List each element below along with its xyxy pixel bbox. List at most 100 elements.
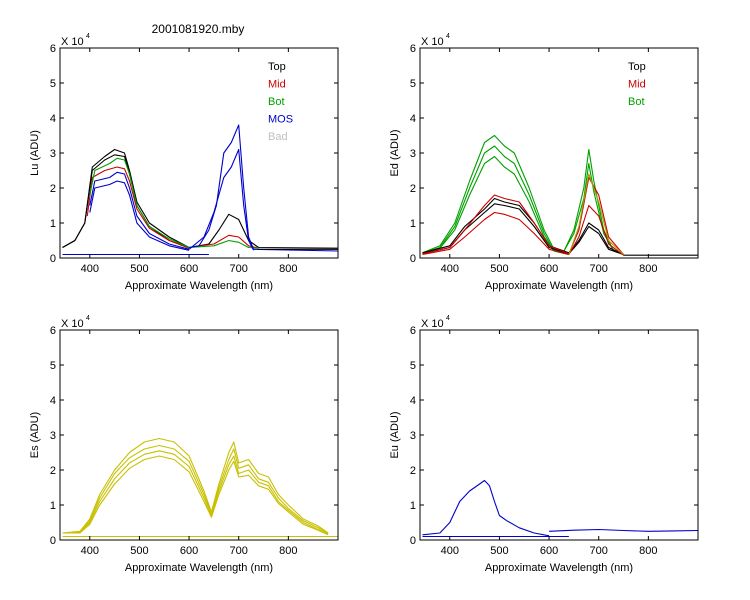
ed-legend-entry: Top bbox=[628, 61, 646, 73]
eu-xtick-label: 700 bbox=[590, 545, 608, 557]
ed-series-line bbox=[422, 155, 570, 256]
ed-xtick-label: 600 bbox=[540, 263, 558, 275]
ed-ylabel: Ed (ADU) bbox=[389, 129, 401, 176]
lu-series-line bbox=[62, 154, 190, 249]
eu-ytick-label: 4 bbox=[410, 395, 416, 407]
lu-ytick-label: 0 bbox=[50, 253, 56, 265]
lu-panel: 0 1 2 3 4 5 6 400 500 600 700 800 Approximate Wavele… bbox=[29, 33, 339, 292]
lu-multiplier: X 10 bbox=[61, 36, 84, 48]
lu-legend-entry: Top bbox=[268, 61, 286, 73]
es-xlabel: Approximate Wavelength (nm) bbox=[125, 562, 273, 574]
ed-ytick-label: 2 bbox=[410, 183, 416, 195]
eu-series-line bbox=[549, 528, 699, 532]
es-ytick-label: 4 bbox=[50, 395, 56, 407]
ed-ytick-label: 5 bbox=[410, 78, 416, 90]
lu-ylabel: Lu (ADU) bbox=[29, 130, 41, 176]
ed-xtick-label: 400 bbox=[441, 263, 459, 275]
ed-multiplier: X 10 bbox=[421, 36, 444, 48]
ed-series-line bbox=[563, 162, 615, 252]
lu-legend-entry: Bad bbox=[268, 131, 288, 143]
ed-ytick-label: 6 bbox=[410, 43, 416, 55]
lu-xtick-label: 800 bbox=[279, 263, 297, 275]
eu-series-line bbox=[422, 479, 550, 537]
lu-xtick-label: 700 bbox=[230, 263, 248, 275]
ed-legend-entry: Mid bbox=[628, 79, 646, 91]
lu-series-line bbox=[89, 180, 190, 251]
lu-multiplier-exponent: 4 bbox=[86, 33, 90, 40]
lu-series-line bbox=[89, 171, 190, 250]
es-ytick-label: 0 bbox=[50, 535, 56, 547]
ed-xlabel: Approximate Wavelength (nm) bbox=[485, 280, 633, 292]
ed-series-line bbox=[422, 204, 624, 256]
eu-xtick-label: 800 bbox=[639, 545, 657, 557]
ed-ytick-label: 0 bbox=[410, 253, 416, 265]
es-xtick-label: 500 bbox=[130, 545, 148, 557]
eu-ytick-label: 6 bbox=[410, 325, 416, 337]
eu-xtick-label: 600 bbox=[540, 545, 558, 557]
ed-panel: 0 1 2 3 4 5 6 400 500 600 700 800 Approximate Wavele… bbox=[389, 33, 699, 292]
ed-axes-frame bbox=[419, 47, 699, 259]
eu-axes-frame bbox=[419, 329, 699, 541]
lu-ytick-label: 1 bbox=[50, 218, 56, 230]
es-ytick-label: 2 bbox=[50, 465, 56, 477]
lu-ytick-label: 2 bbox=[50, 183, 56, 195]
es-series-line bbox=[62, 444, 329, 534]
lu-series-line bbox=[189, 213, 339, 249]
es-ytick-label: 6 bbox=[50, 325, 56, 337]
lu-legend-entry: Bot bbox=[268, 96, 285, 108]
eu-multiplier-exponent: 4 bbox=[446, 315, 450, 322]
eu-ytick-label: 1 bbox=[410, 500, 416, 512]
lu-series-line bbox=[89, 157, 190, 249]
lu-series-line bbox=[189, 124, 339, 252]
ed-ytick-label: 3 bbox=[410, 148, 416, 160]
ed-series-line bbox=[422, 176, 624, 255]
es-series-line bbox=[62, 437, 329, 534]
lu-series-line bbox=[188, 148, 255, 251]
ed-multiplier-exponent: 4 bbox=[446, 33, 450, 40]
ed-xtick-label: 700 bbox=[590, 263, 608, 275]
eu-ylabel: Eu (ADU) bbox=[389, 411, 401, 458]
ed-xtick-label: 500 bbox=[490, 263, 508, 275]
lu-legend-entry: Mid bbox=[268, 79, 286, 91]
lu-ytick-label: 4 bbox=[50, 113, 56, 125]
es-xtick-label: 600 bbox=[180, 545, 198, 557]
lu-ytick-label: 3 bbox=[50, 148, 56, 160]
es-xtick-label: 800 bbox=[279, 545, 297, 557]
lu-axes-frame bbox=[59, 47, 339, 259]
eu-xtick-label: 400 bbox=[441, 545, 459, 557]
es-multiplier-exponent: 4 bbox=[86, 315, 90, 322]
lu-series-line bbox=[189, 239, 259, 249]
ed-series-line bbox=[422, 203, 624, 256]
lu-xtick-label: 600 bbox=[180, 263, 198, 275]
lu-series-line bbox=[86, 166, 190, 249]
eu-xlabel: Approximate Wavelength (nm) bbox=[485, 562, 633, 574]
eu-multiplier: X 10 bbox=[421, 318, 444, 330]
ed-ytick-label: 4 bbox=[410, 113, 416, 125]
eu-panel: 0 1 2 3 4 5 6 400 500 600 700 800 Approximate Wavele… bbox=[389, 315, 699, 574]
lu-series-line bbox=[189, 234, 259, 249]
ed-series-line bbox=[422, 134, 570, 256]
es-ytick-label: 1 bbox=[50, 500, 56, 512]
es-series-line bbox=[62, 455, 329, 536]
ed-ytick-label: 1 bbox=[410, 218, 416, 230]
es-multiplier: X 10 bbox=[61, 318, 84, 330]
es-panel: 0 1 2 3 4 5 6 400 500 600 700 800 Approximate Wavele… bbox=[29, 315, 339, 574]
ed-series-line bbox=[568, 173, 624, 255]
lu-xtick-label: 400 bbox=[81, 263, 99, 275]
lu-legend-entry: MOS bbox=[268, 114, 293, 126]
eu-xtick-label: 500 bbox=[490, 545, 508, 557]
es-ytick-label: 3 bbox=[50, 430, 56, 442]
eu-ytick-label: 0 bbox=[410, 535, 416, 547]
figure-title: 2001081920.mby bbox=[152, 22, 245, 36]
es-ytick-label: 5 bbox=[50, 360, 56, 372]
ed-xtick-label: 800 bbox=[639, 263, 657, 275]
es-axes-frame bbox=[59, 329, 339, 541]
lu-ytick-label: 6 bbox=[50, 43, 56, 55]
eu-ytick-label: 5 bbox=[410, 360, 416, 372]
es-xtick-label: 700 bbox=[230, 545, 248, 557]
lu-xlabel: Approximate Wavelength (nm) bbox=[125, 280, 273, 292]
eu-ytick-label: 2 bbox=[410, 465, 416, 477]
ed-legend-entry: Bot bbox=[628, 96, 645, 108]
es-xtick-label: 400 bbox=[81, 545, 99, 557]
